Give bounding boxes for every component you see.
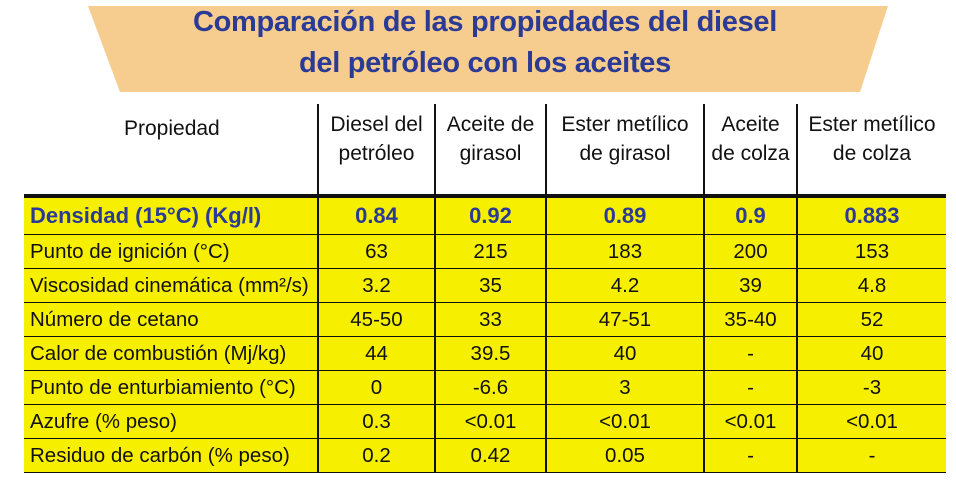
value-cell: <0.01 [796,404,946,439]
column-header-line: Aceite [721,113,780,136]
table-row: Viscosidad cinemática (mm²/s) 3.2 35 4.2… [24,268,946,303]
value-cell: 45-50 [317,302,435,337]
value-cell: -6.6 [434,370,546,405]
property-cell: Viscosidad cinemática (mm²/s) [24,268,318,303]
value-cell: 215 [434,234,546,269]
value-cell: 40 [796,336,946,371]
value-cell: 63 [317,234,435,269]
banner-shape [88,6,888,92]
value-cell: 4.2 [545,268,704,303]
column-header-line: Propiedad [124,117,220,140]
column-header-diesel: Diesel del petróleo [317,104,435,198]
property-cell: Calor de combustión (Mj/kg) [24,336,318,371]
table-row: Residuo de carbón (% peso) 0.2 0.42 0.05… [24,438,946,473]
value-cell: 33 [434,302,546,337]
value-cell: 0.883 [796,196,946,235]
properties-comparison-table: Propiedad Diesel del petróleo Aceite de … [24,104,946,473]
value-cell: 0.89 [545,196,704,235]
property-cell: Número de cetano [24,302,318,337]
value-cell: 52 [796,302,946,337]
value-cell: - [703,336,797,371]
value-cell: 3.2 [317,268,435,303]
value-cell: 39 [703,268,797,303]
value-cell: 0.05 [545,438,704,473]
value-cell: 0.9 [703,196,797,235]
column-header-property: Propiedad [24,104,318,198]
page-title-line-1: Comparación de las propiedades del diese… [193,6,777,38]
table-row: Punto de enturbiamiento (°C) 0 -6.6 3 - … [24,370,946,405]
column-header-line: de colza [711,142,790,165]
value-cell: 35 [434,268,546,303]
value-cell: 47-51 [545,302,704,337]
value-cell: 4.8 [796,268,946,303]
value-cell: 0.84 [317,196,435,235]
value-cell: 0.42 [434,438,546,473]
column-header-line: Ester metílico [808,113,936,136]
table-row: Calor de combustión (Mj/kg) 44 39.5 40 -… [24,336,946,371]
column-header-line: petróleo [338,142,415,165]
column-header-line: de girasol [579,142,671,165]
value-cell: 3 [545,370,704,405]
value-cell: 40 [545,336,704,371]
column-header-ester-colza: Ester metílico de colza [796,104,946,198]
value-cell: 183 [545,234,704,269]
value-cell: - [703,370,797,405]
value-cell: - [796,438,946,473]
table-row: Azufre (% peso) 0.3 <0.01 <0.01 <0.01 <0… [24,404,946,439]
column-header-line: Diesel del [330,113,423,136]
value-cell: 0.2 [317,438,435,473]
column-header-line: Aceite de [446,113,535,136]
value-cell: - [703,438,797,473]
property-cell: Azufre (% peso) [24,404,318,439]
table-header-row: Propiedad Diesel del petróleo Aceite de … [24,104,946,198]
table-row: Punto de ignición (°C) 63 215 183 200 15… [24,234,946,269]
value-cell: 153 [796,234,946,269]
value-cell: 39.5 [434,336,546,371]
value-cell: 200 [703,234,797,269]
column-header-aceite-colza: Aceite de colza [703,104,797,198]
value-cell: <0.01 [545,404,704,439]
page-title-line-2: del petróleo con los aceites [299,47,671,79]
table-row: Número de cetano 45-50 33 47-51 35-40 52 [24,302,946,337]
value-cell: 0.92 [434,196,546,235]
value-cell: 44 [317,336,435,371]
value-cell: 35-40 [703,302,797,337]
value-cell: <0.01 [434,404,546,439]
property-cell: Punto de ignición (°C) [24,234,318,269]
column-header-line: de colza [832,142,912,165]
column-header-line: Ester metílico [561,113,689,136]
value-cell: -3 [796,370,946,405]
title-banner: Comparación de las propiedades del diese… [0,0,956,100]
column-header-line: girasol [459,142,522,165]
property-cell: Residuo de carbón (% peso) [24,438,318,473]
column-header-ester-girasol: Ester metílico de girasol [545,104,704,198]
table-row: Densidad (15°C) (Kg/l) 0.84 0.92 0.89 0.… [24,196,946,235]
property-cell: Densidad (15°C) (Kg/l) [24,196,318,235]
property-cell: Punto de enturbiamiento (°C) [24,370,318,405]
value-cell: 0.3 [317,404,435,439]
value-cell: <0.01 [703,404,797,439]
column-header-aceite-girasol: Aceite de girasol [434,104,546,198]
value-cell: 0 [317,370,435,405]
